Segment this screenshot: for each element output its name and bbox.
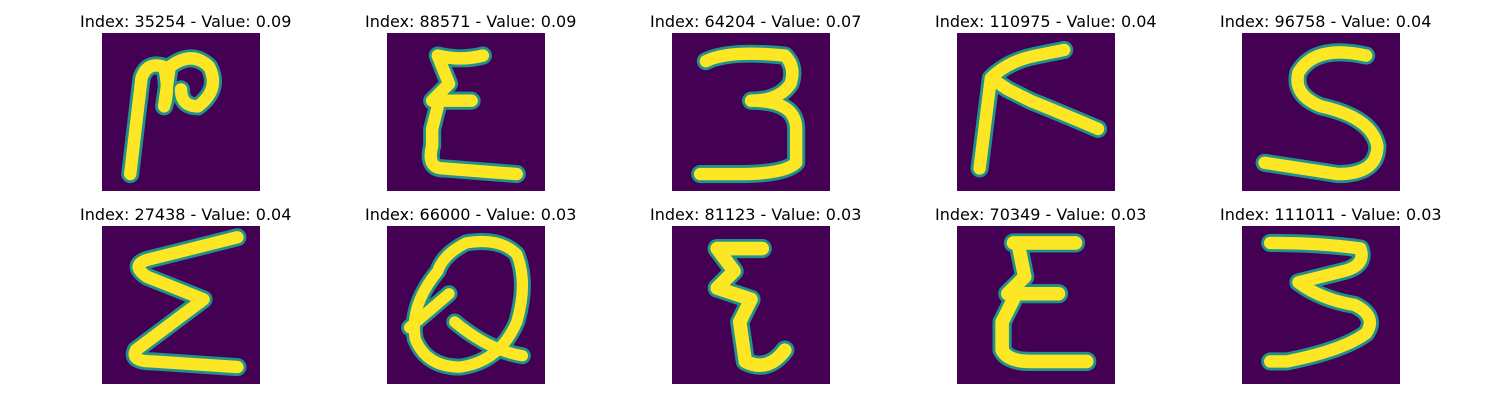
sample-panel-7: Index: 66000 - Value: 0.03 <box>365 205 577 395</box>
digit-image <box>1242 226 1400 384</box>
panel-title: Index: 81123 - Value: 0.03 <box>650 205 862 224</box>
panel-title: Index: 111011 - Value: 0.03 <box>1220 205 1442 224</box>
digit-image <box>102 226 260 384</box>
digit-image <box>102 33 260 191</box>
sample-panel-5: Index: 96758 - Value: 0.04 <box>1220 12 1432 202</box>
digit-image <box>1242 33 1400 191</box>
sample-panel-9: Index: 70349 - Value: 0.03 <box>935 205 1147 395</box>
digit-image <box>957 33 1115 191</box>
sample-panel-2: Index: 88571 - Value: 0.09 <box>365 12 577 202</box>
sample-panel-6: Index: 27438 - Value: 0.04 <box>80 205 292 395</box>
panel-title: Index: 110975 - Value: 0.04 <box>935 12 1157 31</box>
digit-image <box>957 226 1115 384</box>
digit-image <box>387 33 545 191</box>
sample-panel-8: Index: 81123 - Value: 0.03 <box>650 205 862 395</box>
panel-title: Index: 70349 - Value: 0.03 <box>935 205 1147 224</box>
digit-image <box>672 33 830 191</box>
sample-panel-1: Index: 35254 - Value: 0.09 <box>80 12 292 202</box>
sample-panel-4: Index: 110975 - Value: 0.04 <box>935 12 1157 202</box>
sample-panel-10: Index: 111011 - Value: 0.03 <box>1220 205 1442 395</box>
digit-image <box>672 226 830 384</box>
panel-title: Index: 64204 - Value: 0.07 <box>650 12 862 31</box>
digit-image <box>387 226 545 384</box>
panel-title: Index: 35254 - Value: 0.09 <box>80 12 292 31</box>
sample-panel-3: Index: 64204 - Value: 0.07 <box>650 12 862 202</box>
panel-title: Index: 66000 - Value: 0.03 <box>365 205 577 224</box>
panel-title: Index: 96758 - Value: 0.04 <box>1220 12 1432 31</box>
panel-title: Index: 88571 - Value: 0.09 <box>365 12 577 31</box>
panel-title: Index: 27438 - Value: 0.04 <box>80 205 292 224</box>
